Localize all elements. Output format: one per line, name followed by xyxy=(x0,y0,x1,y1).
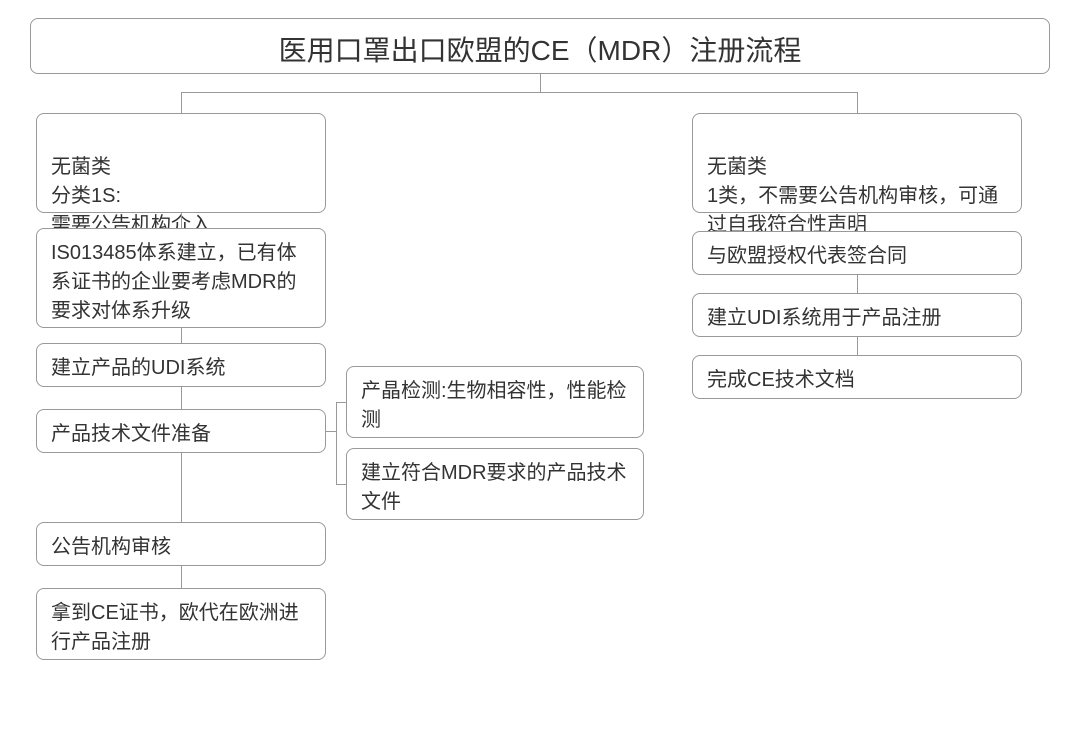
left-step-4-text: 拿到CE证书，欧代在欧洲进行产品注册 xyxy=(51,602,299,653)
left-step-1: 建立产品的UDI系统 xyxy=(36,343,326,387)
right-step-2-text: 完成CE技术文档 xyxy=(707,369,855,391)
connector xyxy=(181,92,182,113)
right-header-text: 无菌类 1类，不需要公告机构审核，可通过自我符合性声明 xyxy=(707,156,998,236)
left-step-0-text: IS013485体系建立，已有体系证书的企业要考虑MDR的要求对体系升级 xyxy=(51,242,297,322)
left-step-3: 公告机构审核 xyxy=(36,522,326,566)
right-step-0: 与欧盟授权代表签合同 xyxy=(692,231,1022,275)
connector xyxy=(181,328,182,343)
right-step-1-text: 建立UDI系统用于产品注册 xyxy=(707,307,941,329)
connector xyxy=(336,402,337,484)
flowchart-title: 医用口罩出口欧盟的CE（MDR）注册流程 xyxy=(30,18,1050,74)
side-step-0-text: 产晶检测:生物相容性，性能检测 xyxy=(361,380,627,431)
connector xyxy=(181,453,182,522)
left-step-2: 产品技术文件准备 xyxy=(36,409,326,453)
connector xyxy=(181,92,857,93)
connector xyxy=(336,402,346,403)
connector xyxy=(857,92,858,113)
right-step-0-text: 与欧盟授权代表签合同 xyxy=(707,245,907,267)
right-step-1: 建立UDI系统用于产品注册 xyxy=(692,293,1022,337)
side-step-0: 产晶检测:生物相容性，性能检测 xyxy=(346,366,644,438)
left-step-0: IS013485体系建立，已有体系证书的企业要考虑MDR的要求对体系升级 xyxy=(36,228,326,328)
title-text: 医用口罩出口欧盟的CE（MDR）注册流程 xyxy=(279,35,802,66)
right-branch-header: 无菌类 1类，不需要公告机构审核，可通过自我符合性声明 xyxy=(692,113,1022,213)
connector xyxy=(336,484,346,485)
connector xyxy=(540,74,541,92)
left-branch-header: 无菌类 分类1S: 需要公告机构介入 xyxy=(36,113,326,213)
left-step-4: 拿到CE证书，欧代在欧洲进行产品注册 xyxy=(36,588,326,660)
left-step-1-text: 建立产品的UDI系统 xyxy=(51,357,225,379)
right-step-2: 完成CE技术文档 xyxy=(692,355,1022,399)
left-header-text: 无菌类 分类1S: 需要公告机构介入 xyxy=(51,156,211,236)
connector xyxy=(181,566,182,588)
connector xyxy=(326,431,336,432)
side-step-1: 建立符合MDR要求的产品技术文件 xyxy=(346,448,644,520)
connector xyxy=(857,337,858,355)
side-step-1-text: 建立符合MDR要求的产品技术文件 xyxy=(361,462,627,513)
connector xyxy=(181,387,182,409)
connector xyxy=(857,213,858,231)
connector xyxy=(181,213,182,228)
left-step-3-text: 公告机构审核 xyxy=(51,536,171,558)
connector xyxy=(857,275,858,293)
left-step-2-text: 产品技术文件准备 xyxy=(51,423,211,445)
